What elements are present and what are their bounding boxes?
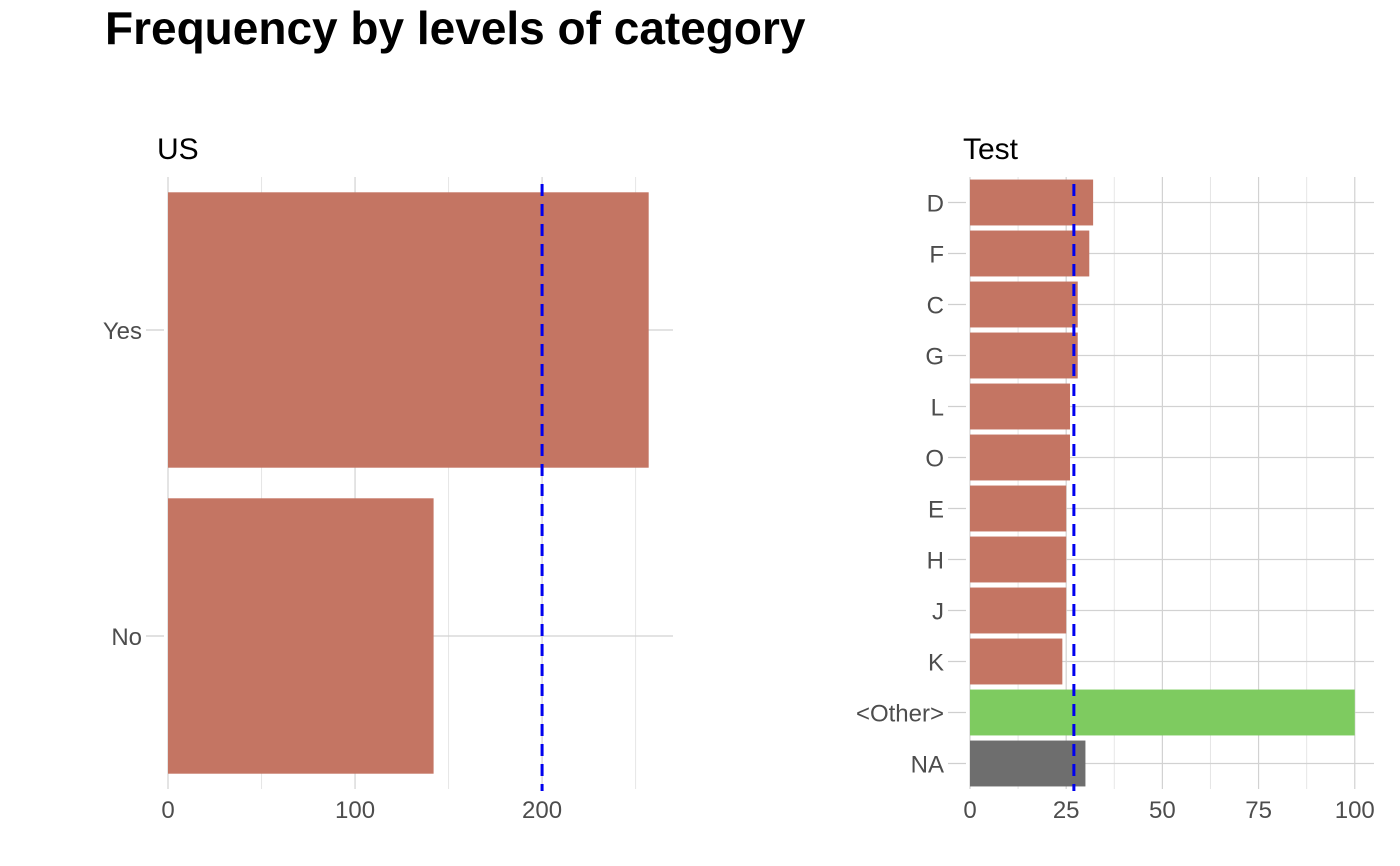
test-y-tick-label-o: O — [925, 446, 944, 473]
panel-us: US Yes No 0 100 200 — [103, 133, 673, 824]
test-y-tick-label-c: C — [927, 293, 944, 320]
test-y-tick-label-k: K — [928, 650, 944, 677]
test-x-tick-label-100: 100 — [1335, 797, 1375, 824]
us-y-tick-label-yes: Yes — [103, 318, 142, 345]
test-bar-e — [970, 485, 1067, 532]
us-y-tick-label-no: No — [111, 624, 142, 651]
us-x-tick-label-100: 100 — [335, 797, 375, 824]
test-bar-na — [970, 740, 1086, 787]
test-y-tick-label-g: G — [925, 344, 944, 371]
test-bar-j — [970, 587, 1067, 634]
test-y-tick-label-j: J — [932, 599, 944, 626]
test-y-tick-label-na: NA — [911, 752, 944, 779]
test-bar-h — [970, 536, 1067, 583]
test-y-tick-label-d: D — [927, 191, 944, 218]
figure-title: Frequency by levels of category — [105, 2, 806, 54]
test-bar-c — [970, 281, 1078, 328]
us-x-tick-label-200: 200 — [522, 797, 562, 824]
us-x-tick-label-0: 0 — [161, 797, 174, 824]
test-y-tick-label-l: L — [931, 395, 944, 422]
test-x-tick-label-50: 50 — [1149, 797, 1176, 824]
test-y-tick-label-f: F — [929, 242, 944, 269]
test-y-tick-label-e: E — [928, 497, 944, 524]
test-bar-other — [970, 689, 1355, 736]
test-x-tick-label-0: 0 — [963, 797, 976, 824]
us-bar-yes — [168, 192, 649, 468]
test-bar-g — [970, 332, 1078, 379]
test-bar-o — [970, 434, 1071, 481]
test-x-tick-label-75: 75 — [1245, 797, 1272, 824]
test-bar-l — [970, 383, 1071, 430]
test-x-tick-label-25: 25 — [1053, 797, 1080, 824]
test-y-tick-label-other: <Other> — [856, 701, 944, 728]
panel-title-test: Test — [963, 133, 1019, 166]
us-bar-no — [168, 498, 434, 774]
test-bar-f — [970, 230, 1090, 277]
test-bar-k — [970, 638, 1063, 685]
panel-title-us: US — [157, 133, 199, 166]
test-y-tick-label-h: H — [927, 548, 944, 575]
